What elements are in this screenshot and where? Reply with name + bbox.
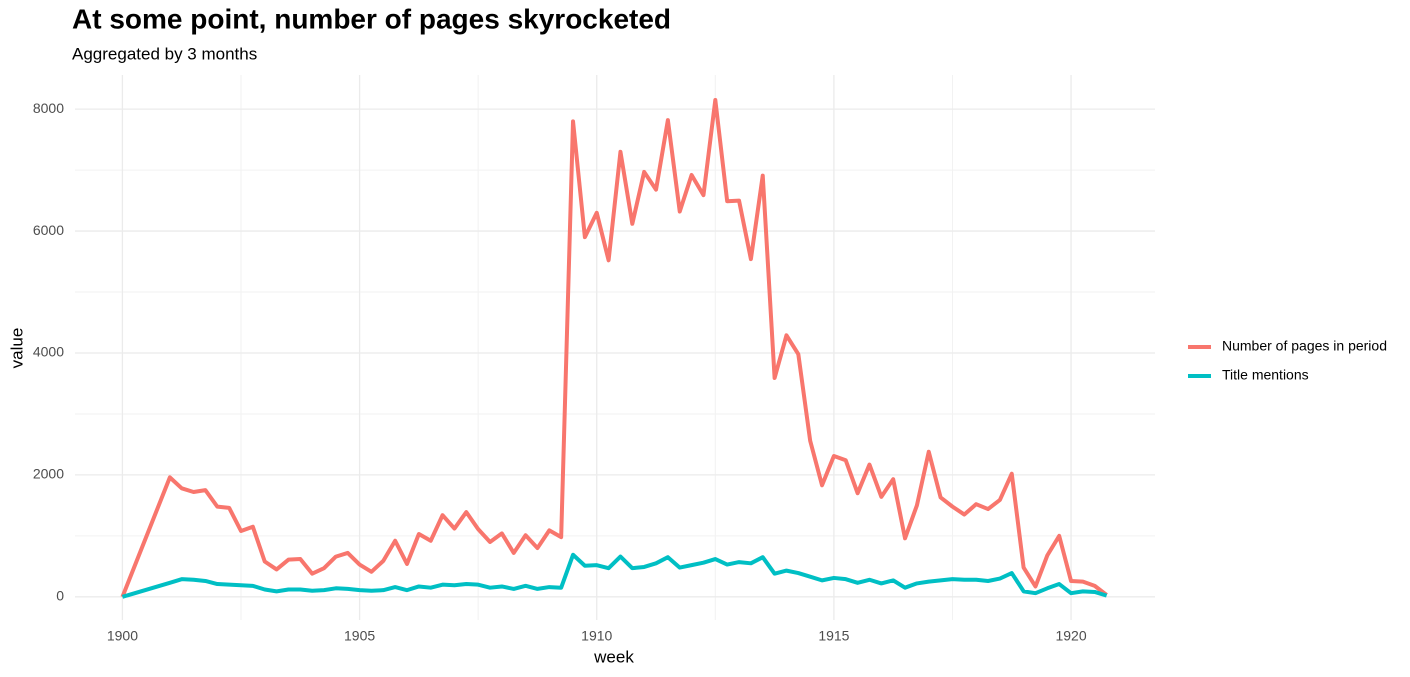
- y-tick-label: 6000: [33, 222, 64, 238]
- x-axis-label: week: [593, 647, 634, 666]
- x-tick-label: 1905: [344, 628, 375, 644]
- x-tick-label: 1915: [818, 628, 849, 644]
- x-tick-label: 1920: [1055, 628, 1086, 644]
- y-tick-label: 2000: [33, 466, 64, 482]
- legend-label: Number of pages in period: [1222, 338, 1387, 354]
- x-tick-label: 1900: [107, 628, 138, 644]
- y-axis-label: value: [7, 328, 26, 369]
- y-tick-label: 4000: [33, 344, 64, 360]
- y-tick-label: 8000: [33, 100, 64, 116]
- data-line: [121, 552, 1108, 599]
- data-line: [120, 97, 1108, 598]
- y-tick-label: 0: [56, 588, 64, 604]
- chart-subtitle: Aggregated by 3 months: [72, 44, 257, 63]
- chart-title: At some point, number of pages skyrocket…: [72, 3, 671, 34]
- x-tick-label: 1910: [581, 628, 612, 644]
- legend-label: Title mentions: [1222, 367, 1309, 383]
